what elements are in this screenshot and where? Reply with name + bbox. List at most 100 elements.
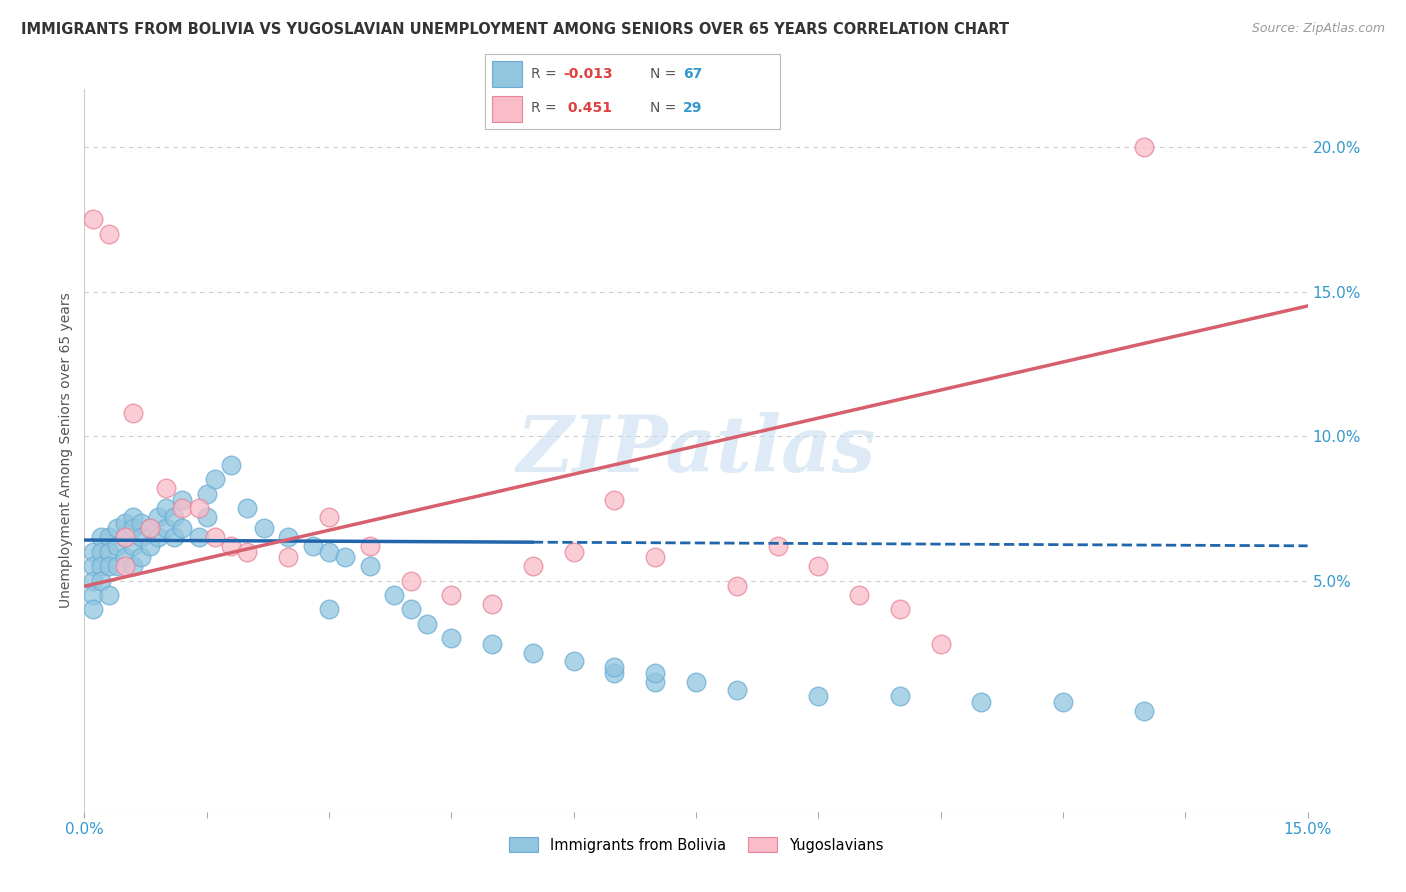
Point — [603, 665, 626, 680]
Point — [562, 544, 585, 558]
Point — [138, 521, 160, 535]
Point — [382, 588, 405, 602]
Point — [644, 665, 666, 680]
Point — [82, 574, 104, 588]
Point — [644, 674, 666, 689]
Point — [131, 516, 153, 530]
Point — [195, 510, 218, 524]
Point — [399, 574, 422, 588]
Point — [172, 521, 194, 535]
Point — [131, 550, 153, 565]
FancyBboxPatch shape — [492, 62, 522, 87]
Text: R =: R = — [531, 101, 557, 115]
Point — [97, 588, 120, 602]
Point — [163, 530, 186, 544]
Point — [163, 510, 186, 524]
Point — [725, 683, 748, 698]
Point — [1052, 695, 1074, 709]
Point — [522, 646, 544, 660]
Point — [644, 550, 666, 565]
Point — [90, 574, 112, 588]
Point — [440, 632, 463, 646]
Text: N =: N = — [651, 101, 676, 115]
Point — [172, 492, 194, 507]
Point — [105, 539, 128, 553]
Point — [335, 550, 357, 565]
Point — [204, 530, 226, 544]
Point — [481, 597, 503, 611]
Point — [219, 539, 242, 553]
Point — [82, 588, 104, 602]
Point — [90, 544, 112, 558]
Text: 29: 29 — [683, 101, 702, 115]
Point — [90, 559, 112, 574]
Point — [318, 510, 340, 524]
Text: -0.013: -0.013 — [564, 67, 613, 81]
Point — [807, 689, 830, 703]
Text: N =: N = — [651, 67, 676, 81]
Legend: Immigrants from Bolivia, Yugoslavians: Immigrants from Bolivia, Yugoslavians — [503, 831, 889, 859]
Point — [848, 588, 870, 602]
Point — [359, 539, 381, 553]
Point — [105, 559, 128, 574]
Point — [114, 530, 136, 544]
Point — [155, 521, 177, 535]
Text: 0.451: 0.451 — [564, 101, 613, 115]
Point — [481, 637, 503, 651]
Point — [766, 539, 789, 553]
Point — [318, 544, 340, 558]
Point — [236, 501, 259, 516]
Point — [219, 458, 242, 472]
Point — [195, 487, 218, 501]
Point — [889, 689, 911, 703]
Point — [399, 602, 422, 616]
Point — [114, 530, 136, 544]
Point — [82, 559, 104, 574]
Point — [187, 501, 209, 516]
Point — [204, 472, 226, 486]
Point — [318, 602, 340, 616]
Point — [97, 559, 120, 574]
Point — [138, 521, 160, 535]
Point — [97, 227, 120, 241]
Point — [416, 616, 439, 631]
Point — [807, 559, 830, 574]
Point — [277, 550, 299, 565]
Point — [97, 544, 120, 558]
Point — [122, 559, 145, 574]
Point — [187, 530, 209, 544]
Text: Source: ZipAtlas.com: Source: ZipAtlas.com — [1251, 22, 1385, 36]
Point — [122, 521, 145, 535]
Point — [359, 559, 381, 574]
Point — [90, 530, 112, 544]
Text: R =: R = — [531, 67, 557, 81]
Point — [236, 544, 259, 558]
Point — [603, 492, 626, 507]
Point — [97, 530, 120, 544]
Point — [172, 501, 194, 516]
Point — [253, 521, 276, 535]
Point — [889, 602, 911, 616]
Point — [277, 530, 299, 544]
Point — [970, 695, 993, 709]
Point — [929, 637, 952, 651]
Point — [440, 588, 463, 602]
Point — [82, 602, 104, 616]
Point — [603, 660, 626, 674]
Point — [122, 539, 145, 553]
Point — [114, 559, 136, 574]
Point — [146, 510, 169, 524]
Point — [1133, 140, 1156, 154]
Point — [82, 212, 104, 227]
Point — [155, 501, 177, 516]
Point — [725, 579, 748, 593]
Point — [82, 544, 104, 558]
Text: 67: 67 — [683, 67, 702, 81]
Point — [155, 481, 177, 495]
Point — [122, 510, 145, 524]
Point — [105, 521, 128, 535]
Point — [131, 530, 153, 544]
Point — [138, 539, 160, 553]
Text: IMMIGRANTS FROM BOLIVIA VS YUGOSLAVIAN UNEMPLOYMENT AMONG SENIORS OVER 65 YEARS : IMMIGRANTS FROM BOLIVIA VS YUGOSLAVIAN U… — [21, 22, 1010, 37]
Point — [1133, 704, 1156, 718]
